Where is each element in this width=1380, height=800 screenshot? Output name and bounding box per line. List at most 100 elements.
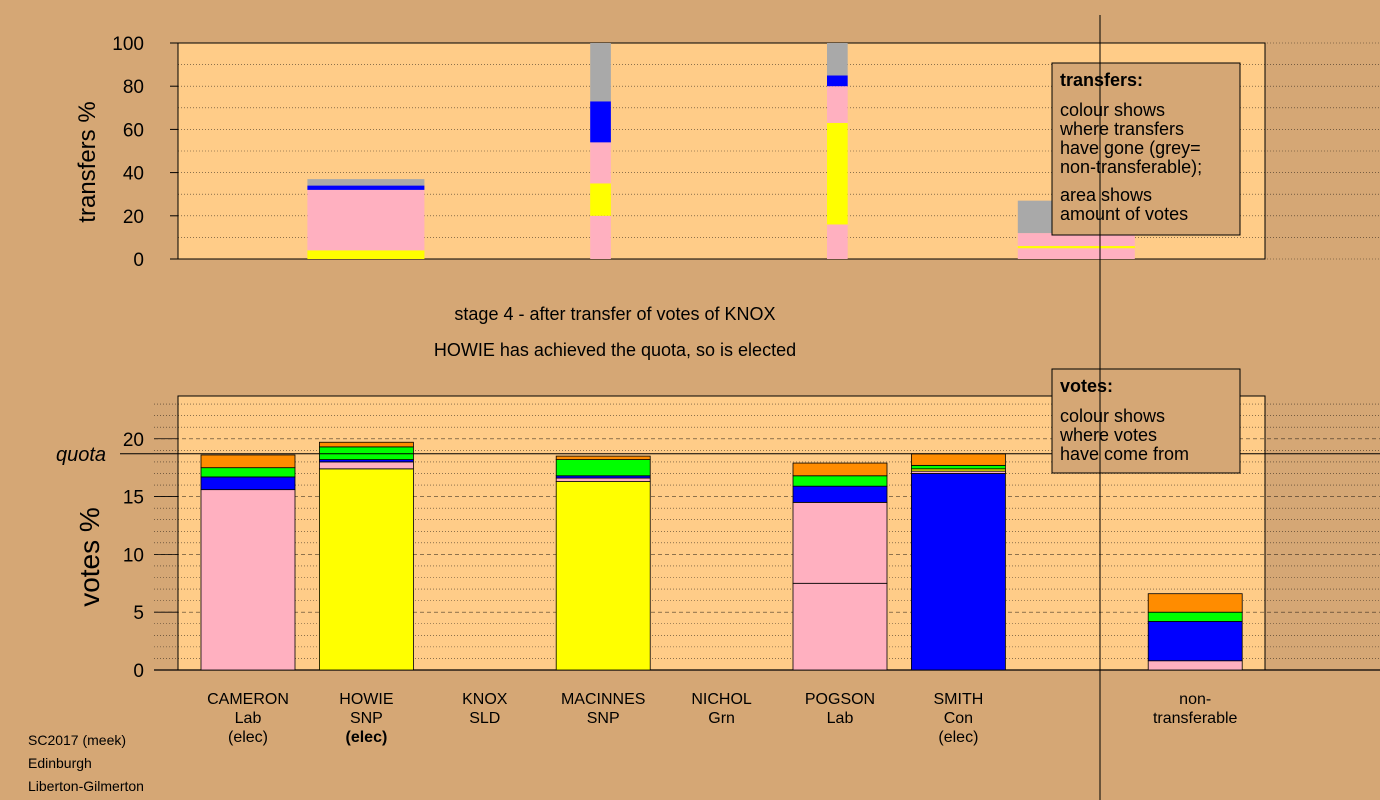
transfer-segment — [307, 185, 425, 190]
vote-segment — [1147, 611, 1243, 622]
transfers-legend-line: amount of votes — [1060, 204, 1188, 224]
transfers-legend-line: colour shows — [1060, 100, 1165, 120]
transfer-segment — [827, 224, 848, 259]
transfer-segment — [307, 189, 425, 251]
vote-segment — [318, 441, 414, 448]
vote-segment — [792, 475, 888, 487]
transfers-legend: transfers: colour shows where transfers … — [1051, 62, 1241, 236]
votes-y-axis: 0 5 10 15 20 — [123, 430, 178, 682]
candidate-label: SNP — [350, 710, 383, 727]
transfers-y-tick-label: 100 — [112, 34, 144, 55]
vote-segment — [911, 464, 1006, 470]
vote-segment — [555, 481, 651, 671]
vote-segment — [318, 461, 414, 470]
transfer-segment — [827, 122, 848, 225]
vote-segment — [200, 467, 296, 478]
footer-line: SC2017 (meek) — [28, 732, 126, 748]
candidate-label: Lab — [235, 710, 262, 727]
vote-segment — [200, 454, 296, 469]
candidate-label: SMITH — [934, 691, 984, 708]
transfer-segment — [1017, 246, 1135, 249]
transfers-y-axis: 0 20 40 60 80 100 — [112, 34, 178, 271]
transfers-y-tick-label: 0 — [133, 250, 144, 271]
transfers-legend-title: transfers: — [1060, 70, 1143, 90]
votes-legend-line: colour shows — [1060, 406, 1165, 426]
transfer-segment — [827, 43, 848, 76]
transfers-legend-line: non-transferable); — [1060, 157, 1202, 177]
vote-segment — [792, 582, 888, 671]
transfers-y-tick-label: 60 — [123, 120, 144, 141]
votes-bars — [200, 441, 1243, 671]
vote-segment — [318, 468, 414, 671]
votes-y-label: votes % — [74, 507, 105, 607]
votes-legend-title: votes: — [1060, 376, 1113, 396]
stage-subtitle: HOWIE has achieved the quota, so is elec… — [434, 340, 796, 360]
candidate-label: (elec) — [346, 729, 388, 746]
transfers-y-tick-label: 80 — [123, 77, 144, 98]
vote-segment — [792, 501, 888, 584]
votes-y-tick-label: 15 — [123, 488, 144, 509]
vote-segment — [555, 455, 651, 460]
candidate-label: CAMERON — [207, 691, 289, 708]
votes-legend: votes: colour shows where votes have com… — [1051, 368, 1241, 474]
transfer-segment — [827, 86, 848, 123]
transfers-legend-box — [1051, 62, 1241, 236]
candidate-label: non- — [1179, 691, 1211, 708]
candidate-label: Lab — [827, 710, 854, 727]
transfer-segment — [1017, 248, 1135, 259]
vote-segment — [792, 462, 888, 477]
transfers-y-tick-label: 40 — [123, 164, 144, 185]
vote-segment — [911, 473, 1006, 671]
vote-segment — [555, 477, 651, 482]
transfer-segment — [590, 101, 611, 143]
candidate-label: NICHOL — [691, 691, 752, 708]
votes-y-tick-label: 0 — [133, 661, 144, 682]
transfer-segment — [1017, 233, 1135, 247]
stage-title: stage 4 - after transfer of votes of KNO… — [454, 304, 775, 324]
transfers-legend-line: area shows — [1060, 185, 1152, 205]
transfer-segment — [307, 179, 425, 186]
transfers-grid — [178, 42, 1380, 260]
votes-legend-box — [1051, 368, 1241, 474]
vote-segment — [200, 489, 296, 671]
candidate-label: KNOX — [462, 691, 508, 708]
candidate-label: SLD — [469, 710, 500, 727]
transfers-legend-line: have gone (grey= — [1060, 138, 1201, 158]
candidate-label: (elec) — [228, 729, 268, 746]
votes-legend-line: have come from — [1060, 444, 1189, 464]
candidate-label: transferable — [1153, 710, 1238, 727]
transfer-segment — [590, 183, 611, 216]
footer-line: Liberton-Gilmerton — [28, 778, 144, 794]
candidate-label: SNP — [587, 710, 620, 727]
transfers-y-label: transfers % — [74, 101, 101, 222]
votes-legend-line: where votes — [1059, 425, 1157, 445]
votes-y-tick-label: 5 — [133, 603, 144, 624]
transfer-segment — [307, 250, 425, 259]
votes-x-axis: CAMERON Lab (elec) HOWIE SNP (elec) KNOX SLD MAC… — [207, 691, 1237, 746]
vote-segment — [1147, 660, 1243, 671]
transfer-segment — [590, 215, 611, 259]
transfer-segment — [590, 142, 611, 184]
vote-segment — [1147, 593, 1243, 613]
transfers-legend-line: where transfers — [1059, 119, 1184, 139]
quota-label: quota — [56, 444, 106, 466]
vote-segment — [200, 476, 296, 491]
transfer-segment — [590, 43, 611, 102]
candidate-label: Grn — [708, 710, 735, 727]
vote-segment — [318, 446, 414, 460]
transfers-y-tick-label: 20 — [123, 207, 144, 228]
vote-segment — [555, 459, 651, 477]
transfer-segment — [827, 75, 848, 87]
vote-segment — [911, 453, 1006, 466]
votes-y-tick-label: 10 — [123, 545, 144, 566]
transfers-bars — [307, 43, 1135, 259]
candidate-label: Con — [944, 710, 973, 727]
candidate-label: (elec) — [938, 729, 978, 746]
candidate-label: POGSON — [805, 691, 875, 708]
candidate-label: HOWIE — [339, 691, 393, 708]
candidate-label: MACINNES — [561, 691, 645, 708]
footer-line: Edinburgh — [28, 755, 92, 771]
vote-segment — [1147, 621, 1243, 662]
votes-y-tick-label: 20 — [123, 430, 144, 451]
